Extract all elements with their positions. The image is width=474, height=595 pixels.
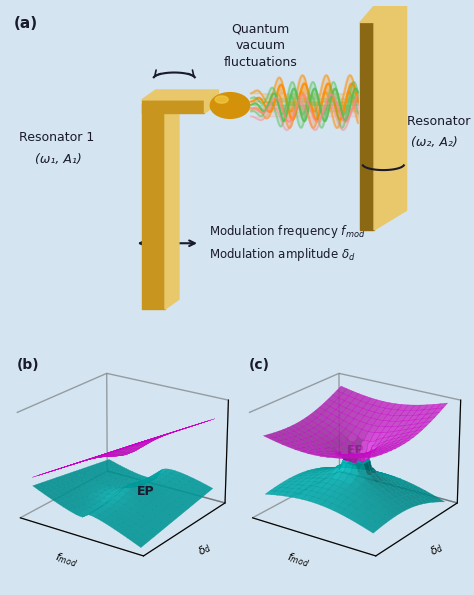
Text: (ω₁, A₁): (ω₁, A₁) (35, 153, 82, 165)
Polygon shape (165, 95, 179, 309)
Polygon shape (374, 6, 407, 230)
Ellipse shape (215, 96, 228, 103)
Text: Quantum
vacuum
fluctuations: Quantum vacuum fluctuations (223, 23, 297, 70)
Polygon shape (360, 6, 407, 23)
Polygon shape (142, 100, 204, 113)
Text: Modulation amplitude $\delta_d$: Modulation amplitude $\delta_d$ (209, 246, 356, 263)
Text: Resonator 1: Resonator 1 (18, 131, 94, 144)
Text: (c): (c) (248, 358, 270, 372)
Text: (a): (a) (14, 16, 38, 31)
Text: (b): (b) (16, 358, 39, 372)
X-axis label: $f_{mod}$: $f_{mod}$ (285, 550, 311, 570)
Polygon shape (204, 90, 219, 113)
X-axis label: $f_{mod}$: $f_{mod}$ (53, 550, 79, 570)
Polygon shape (360, 23, 374, 230)
Y-axis label: $\delta_d$: $\delta_d$ (428, 540, 447, 559)
Ellipse shape (210, 93, 250, 118)
Text: Resonator 2: Resonator 2 (407, 115, 474, 128)
Polygon shape (142, 95, 179, 105)
Text: (ω₂, A₂): (ω₂, A₂) (411, 136, 458, 149)
Text: Modulation frequency $f_{mod}$: Modulation frequency $f_{mod}$ (209, 223, 365, 240)
Polygon shape (142, 105, 165, 309)
Polygon shape (142, 90, 219, 100)
Y-axis label: $\delta_d$: $\delta_d$ (196, 540, 215, 559)
